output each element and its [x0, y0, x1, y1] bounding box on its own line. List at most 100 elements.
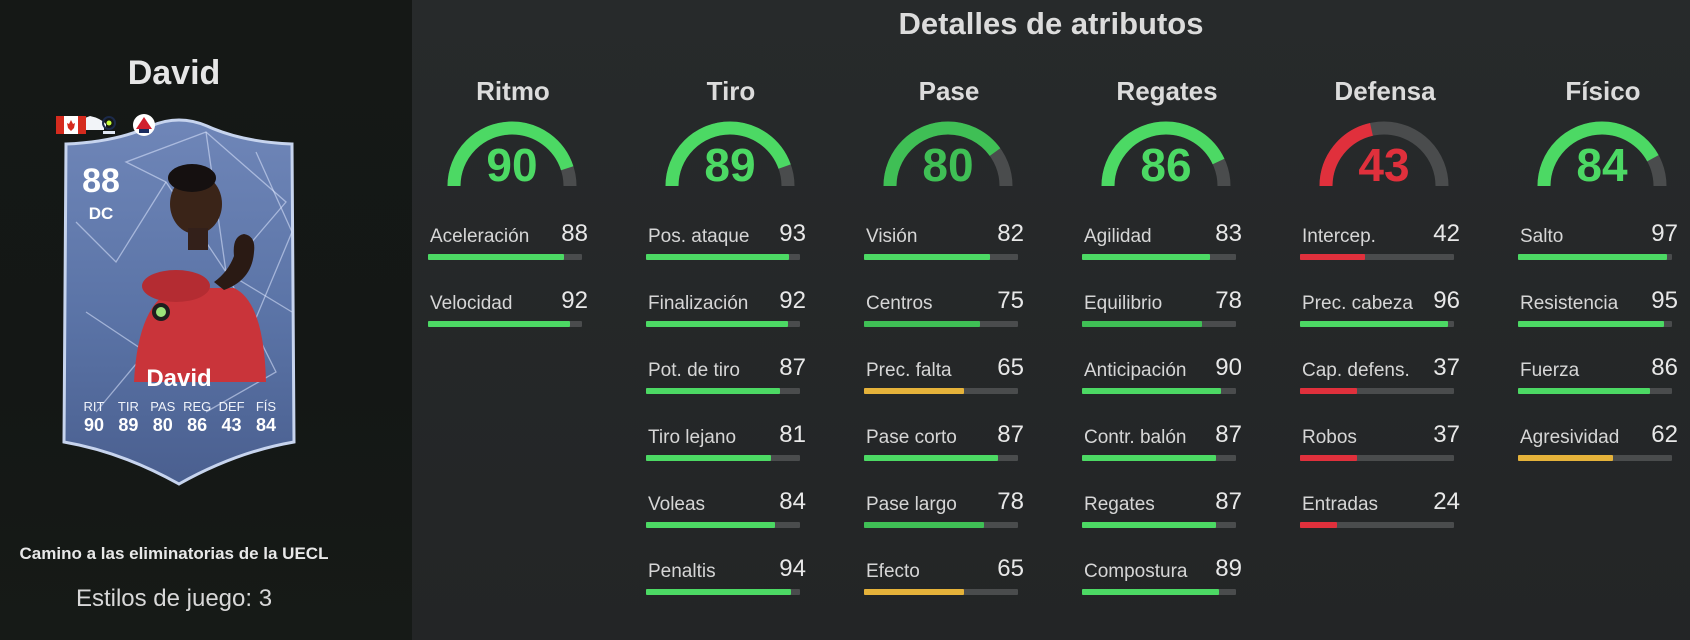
- gauge-fill: [1537, 121, 1667, 187]
- attribute-bar-fill: [864, 388, 965, 394]
- attribute-bar-fill: [1082, 522, 1216, 528]
- category-defensa: Defensa 43 Intercep. 42 Prec. cabeza 96 Cap. d…: [1300, 0, 1470, 640]
- card-overall-rating: 88: [82, 162, 120, 200]
- player-card[interactable]: 88 DC David RIT TIR PAS REG DEF FÍS 90 8…: [56, 112, 302, 486]
- attribute-name: Prec. cabeza: [1302, 293, 1413, 314]
- attribute-bar: [864, 254, 1018, 260]
- attribute-value: 37: [1433, 354, 1460, 381]
- card-stat-value: 84: [255, 415, 276, 435]
- attribute-row: Pot. de tiro 87: [646, 352, 816, 402]
- card-stat-value: 90: [83, 415, 105, 435]
- attribute-row: Penaltis 94: [646, 553, 816, 603]
- attribute-bar: [428, 254, 582, 260]
- card-stat-label: FÍS: [255, 399, 277, 414]
- attribute-value: 78: [1215, 287, 1242, 314]
- attribute-bar: [428, 321, 582, 327]
- attribute-bar: [864, 522, 1018, 528]
- attribute-bar: [646, 522, 800, 528]
- gauge-fill: [665, 121, 795, 187]
- category-name: Físico: [1565, 76, 1641, 106]
- attribute-name: Pase corto: [866, 427, 957, 448]
- attribute-bar: [1518, 321, 1672, 327]
- attribute-bar-fill: [646, 522, 776, 528]
- attribute-bar-fill: [646, 589, 791, 595]
- attribute-value: 94: [779, 555, 806, 582]
- attribute-value: 93: [779, 220, 806, 247]
- attribute-name: Contr. balón: [1084, 427, 1187, 448]
- category-ritmo: Ritmo 90 Aceleración 88 Velocidad 92: [428, 0, 598, 640]
- attribute-row: Intercep. 42: [1300, 218, 1470, 268]
- attribute-bar-fill: [864, 254, 991, 260]
- attribute-value: 65: [997, 555, 1024, 582]
- attribute-name: Velocidad: [430, 293, 513, 314]
- card-stat-label: REG: [183, 399, 212, 414]
- attribute-value: 84: [779, 488, 806, 515]
- attribute-row: Centros 75: [864, 285, 1034, 335]
- category-gauge: [1319, 121, 1449, 187]
- attribute-value: 89: [1215, 555, 1242, 582]
- attribute-bar-fill: [1300, 388, 1357, 394]
- attribute-name: Compostura: [1084, 561, 1188, 582]
- category-gauge: [665, 121, 795, 187]
- attribute-value: 42: [1433, 220, 1460, 247]
- category-name: Tiro: [706, 76, 756, 106]
- category-gauge: [883, 121, 1013, 187]
- attribute-bar: [1518, 388, 1672, 394]
- attribute-bar-fill: [1518, 455, 1614, 461]
- attribute-value: 88: [561, 220, 588, 247]
- attribute-name: Agilidad: [1084, 226, 1152, 247]
- attribute-bar: [864, 388, 1018, 394]
- card-background: [62, 118, 296, 486]
- attribute-bar-fill: [1300, 455, 1357, 461]
- category-name: Ritmo: [476, 76, 550, 106]
- attribute-name: Pos. ataque: [648, 226, 750, 247]
- attribute-row: Pase corto 87: [864, 419, 1034, 469]
- attribute-value: 82: [997, 220, 1024, 247]
- category-gauge: [447, 121, 577, 187]
- attribute-name: Anticipación: [1084, 360, 1187, 381]
- attribute-bar-fill: [646, 254, 790, 260]
- attribute-name: Entradas: [1302, 494, 1379, 515]
- attribute-value: 92: [779, 287, 806, 314]
- attribute-bar-fill: [1082, 254, 1210, 260]
- attribute-value: 83: [1215, 220, 1242, 247]
- card-stat-label: PAS: [150, 399, 176, 414]
- campaign-label: Camino a las eliminatorias de la UECL: [19, 544, 329, 563]
- attribute-value: 81: [779, 421, 806, 448]
- attribute-bar: [646, 321, 800, 327]
- attribute-row: Cap. defens. 37: [1300, 352, 1470, 402]
- attribute-bar: [646, 388, 800, 394]
- attribute-bar-fill: [864, 589, 965, 595]
- gauge-fill: [1319, 121, 1449, 187]
- attribute-value: 95: [1651, 287, 1678, 314]
- attribute-value: 87: [997, 421, 1024, 448]
- card-stat-value: 80: [152, 415, 173, 435]
- attribute-bar: [646, 254, 800, 260]
- category-name: Defensa: [1334, 76, 1436, 106]
- attribute-bar-fill: [864, 321, 980, 327]
- gauge-fill: [447, 121, 577, 187]
- attribute-bar-fill: [1300, 522, 1337, 528]
- gauge-fill: [1101, 121, 1231, 187]
- attribute-row: Aceleración 88: [428, 218, 598, 268]
- attribute-bar: [864, 589, 1018, 595]
- attribute-bar: [1300, 388, 1454, 394]
- attribute-bar-fill: [1518, 388, 1651, 394]
- attribute-value: 75: [997, 287, 1024, 314]
- attribute-name: Regates: [1084, 494, 1155, 515]
- category-value: 43: [1358, 139, 1410, 191]
- category-regates: Regates 86 Agilidad 83 Equilibrio 78 Anticipac…: [1082, 0, 1252, 640]
- attribute-row: Prec. cabeza 96: [1300, 285, 1470, 335]
- attribute-name: Centros: [866, 293, 933, 314]
- card-stat-value: 86: [187, 415, 208, 435]
- attribute-name: Intercep.: [1302, 226, 1376, 247]
- card-badges: [56, 114, 155, 136]
- category-gauge: [1101, 121, 1231, 187]
- attribute-value: 92: [561, 287, 588, 314]
- attribute-name: Penaltis: [648, 561, 716, 582]
- category-gauge: [1537, 121, 1667, 187]
- attribute-bar-fill: [1082, 388, 1221, 394]
- attribute-row: Fuerza 86: [1518, 352, 1688, 402]
- attribute-name: Resistencia: [1520, 293, 1619, 314]
- attribute-name: Equilibrio: [1084, 293, 1163, 314]
